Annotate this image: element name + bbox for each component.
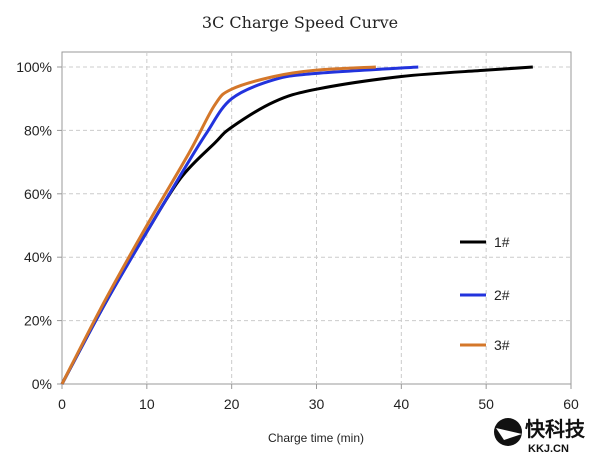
watermark: 快科技 KKJ.CN — [494, 417, 586, 455]
y-tick-label: 80% — [24, 122, 52, 138]
x-tick-label: 40 — [394, 396, 410, 412]
x-tick-label: 0 — [58, 396, 66, 412]
x-tick-label: 60 — [563, 396, 579, 412]
watermark-text: 快科技 — [525, 417, 586, 441]
legend-label-3: 3# — [494, 337, 510, 353]
x-tick-label: 50 — [478, 396, 494, 412]
x-axis-label: Charge time (min) — [268, 431, 364, 445]
chart-title: 3C Charge Speed Curve — [202, 13, 398, 32]
y-tick-label: 40% — [24, 249, 52, 265]
y-tick-label: 20% — [24, 313, 52, 329]
series-line-2 — [60, 65, 419, 385]
series-line-1 — [60, 65, 533, 385]
y-tick-label: 100% — [16, 59, 52, 75]
legend-label-1: 1# — [494, 234, 510, 250]
watermark-sub: KKJ.CN — [528, 443, 569, 455]
x-tick-label: 10 — [139, 396, 155, 412]
x-tick-label: 30 — [309, 396, 325, 412]
series-line-3 — [60, 65, 376, 385]
legend-label-2: 2# — [494, 287, 510, 303]
x-tick-label: 20 — [224, 396, 240, 412]
y-tick-label: 0% — [32, 376, 52, 392]
y-tick-label: 60% — [24, 186, 52, 202]
